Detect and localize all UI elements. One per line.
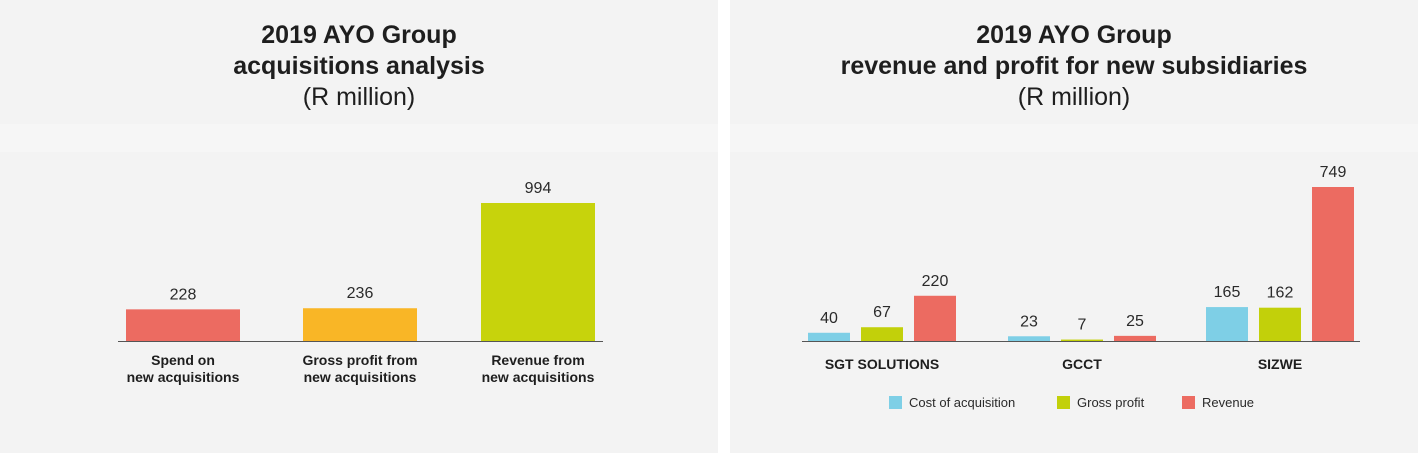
bar [1008,336,1050,341]
legend-swatch [889,396,902,409]
data-label: 220 [922,273,949,290]
bar [1061,339,1103,341]
unit-line: (R million) [302,83,416,111]
chart-title-left: 2019 AYO Group acquisitions analysis (R … [0,20,718,113]
bar [1114,335,1156,341]
title-line: 2019 AYO Group [976,21,1172,49]
bar [1312,187,1354,341]
category-label: new acquisitions [482,369,595,385]
bar [861,327,903,341]
category-label: Spend on [151,352,215,368]
title-line: 2019 AYO Group [261,21,457,49]
bar [126,309,240,341]
legend-label: Gross profit [1077,395,1145,410]
bar [914,295,956,341]
acquisitions-analysis-panel: 2019 AYO Group acquisitions analysis (R … [0,0,718,453]
subsidiaries-panel: 2019 AYO Group revenue and profit for ne… [730,0,1418,453]
data-label: 7 [1078,317,1087,334]
category-label: SIZWE [1258,356,1302,372]
header-band [730,124,1418,152]
legend-label: Cost of acquisition [909,395,1015,410]
category-label: new acquisitions [127,369,240,385]
data-label: 165 [1214,284,1241,301]
bar [481,203,595,341]
unit-line: (R million) [1017,83,1131,111]
bar [1259,307,1301,341]
data-label: 40 [820,310,838,327]
data-label: 228 [170,286,197,303]
subsidiaries-grouped-bar-chart: 40 67 220 SGT SOLUTIONS 23 7 25 GCCT 165 162 749 SI… [802,164,1360,410]
category-label: new acquisitions [304,369,417,385]
data-label: 23 [1020,313,1038,330]
legend-swatch [1057,396,1070,409]
category-label: Revenue from [491,352,584,368]
data-label: 994 [525,180,552,197]
subtitle-line: acquisitions analysis [233,52,485,80]
data-label: 162 [1267,285,1294,302]
data-label: 67 [873,304,891,321]
bar [303,308,417,341]
data-label: 749 [1320,164,1347,181]
subtitle-line: revenue and profit for new subsidiaries [840,52,1308,80]
header-band [0,124,718,152]
category-label: GCCT [1062,356,1102,372]
category-label: SGT SOLUTIONS [825,356,939,372]
chart-title-right: 2019 AYO Group revenue and profit for ne… [730,20,1418,113]
legend-swatch [1182,396,1195,409]
category-label: Gross profit from [302,352,417,368]
legend-label: Revenue [1202,395,1254,410]
bar [1206,307,1248,341]
data-label: 25 [1126,313,1144,330]
data-label: 236 [347,285,374,302]
bar [808,332,850,341]
